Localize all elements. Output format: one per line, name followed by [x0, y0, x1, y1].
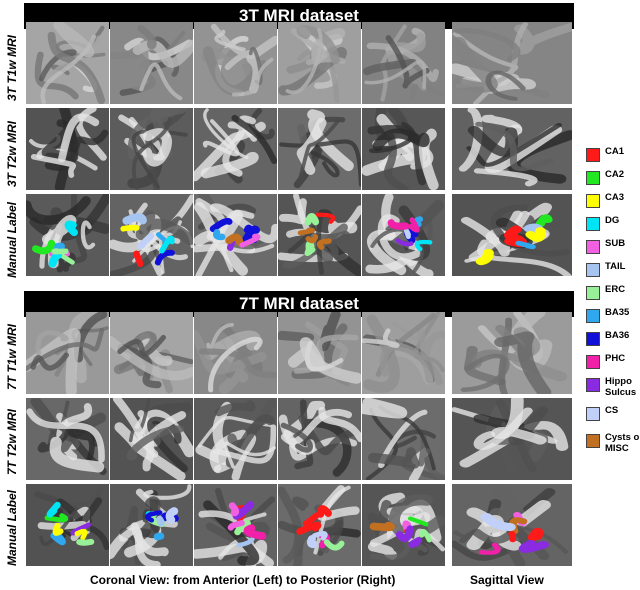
mri-slice-image — [194, 484, 277, 566]
row-label-3t-t2w: 3T T2w MRI — [5, 121, 19, 188]
mri-slice-image — [452, 484, 572, 566]
legend-label: ERC — [605, 284, 626, 295]
row-label-7t-t1w: 7T T1w MRI — [5, 324, 19, 391]
legend-item: CA3 — [586, 192, 640, 210]
legend-item: Cysts or MISC — [586, 432, 640, 454]
mri-slice-image — [26, 312, 109, 394]
legend-label: TAIL — [605, 261, 626, 272]
mri-slice-image — [362, 398, 445, 480]
mri-slice-image — [362, 22, 445, 104]
legend-item: TAIL — [586, 261, 640, 279]
legend-label: CS — [605, 405, 619, 416]
legend-swatch — [586, 171, 600, 185]
legend-label: PHC — [605, 353, 626, 364]
legend-item: Hippo Sulcus — [586, 376, 640, 398]
row-label-3t-t1w: 3T T1w MRI — [5, 35, 19, 102]
mri-slice-image — [452, 22, 572, 104]
mri-slice-image — [194, 194, 277, 276]
mri-slice-image — [278, 312, 361, 394]
legend-label: Cysts or MISC — [605, 432, 640, 454]
mri-slice-image — [452, 108, 572, 190]
mri-slice-image — [362, 194, 445, 276]
mri-slice-image — [194, 398, 277, 480]
legend-label: DG — [605, 215, 620, 226]
legend-swatch — [586, 434, 600, 448]
mri-slice-image — [110, 484, 193, 566]
mri-slice-image — [278, 484, 361, 566]
legend-swatch — [586, 378, 600, 392]
row-label-7t-t2w: 7T T2w MRI — [5, 409, 19, 476]
legend-label: CA3 — [605, 192, 625, 203]
mri-slice-image — [194, 312, 277, 394]
legend-label: BA36 — [605, 330, 630, 341]
legend-item: CA2 — [586, 169, 640, 187]
legend-item: CS — [586, 405, 640, 423]
mri-slice-image — [452, 194, 572, 276]
legend-swatch — [586, 407, 600, 421]
legend-swatch — [586, 355, 600, 369]
legend-item: CA1 — [586, 146, 640, 164]
row-label-7t-label: Manual Label — [5, 490, 19, 567]
mri-slice-image — [110, 312, 193, 394]
legend-item: BA35 — [586, 307, 640, 325]
coronal-view-caption: Coronal View: from Anterior (Left) to Po… — [90, 573, 396, 587]
legend-label: Hippo Sulcus — [605, 376, 637, 398]
legend-swatch — [586, 240, 600, 254]
mri-slice-image — [110, 22, 193, 104]
mri-slice-image — [26, 484, 109, 566]
mri-slice-image — [278, 194, 361, 276]
legend-swatch — [586, 286, 600, 300]
mri-slice-image — [278, 108, 361, 190]
mri-slice-image — [362, 108, 445, 190]
legend-item: PHC — [586, 353, 640, 371]
mri-slice-image — [26, 108, 109, 190]
mri-slice-image — [452, 398, 572, 480]
mri-slice-image — [110, 108, 193, 190]
sagittal-view-caption: Sagittal View — [470, 573, 544, 587]
mri-slice-image — [194, 108, 277, 190]
mri-slice-image — [26, 398, 109, 480]
mri-slice-image — [278, 398, 361, 480]
legend-swatch — [586, 148, 600, 162]
legend-item: SUB — [586, 238, 640, 256]
legend-label: CA1 — [605, 146, 625, 157]
row-label-3t-label: Manual Label — [5, 202, 19, 279]
legend-label: SUB — [605, 238, 626, 249]
mri-slice-image — [362, 484, 445, 566]
legend-swatch — [586, 194, 600, 208]
legend-label: CA2 — [605, 169, 625, 180]
legend-swatch — [586, 263, 600, 277]
mri-slice-image — [362, 312, 445, 394]
legend-item: ERC — [586, 284, 640, 302]
legend-label: BA35 — [605, 307, 630, 318]
mri-slice-image — [452, 312, 572, 394]
mri-slice-image — [278, 22, 361, 104]
legend-swatch — [586, 332, 600, 346]
legend-item: BA36 — [586, 330, 640, 348]
mri-slice-image — [110, 194, 193, 276]
mri-slice-image — [26, 194, 109, 276]
legend-swatch — [586, 217, 600, 231]
legend-swatch — [586, 309, 600, 323]
mri-slice-image — [194, 22, 277, 104]
legend-item: DG — [586, 215, 640, 233]
mri-slice-image — [110, 398, 193, 480]
mri-slice-image — [26, 22, 109, 104]
